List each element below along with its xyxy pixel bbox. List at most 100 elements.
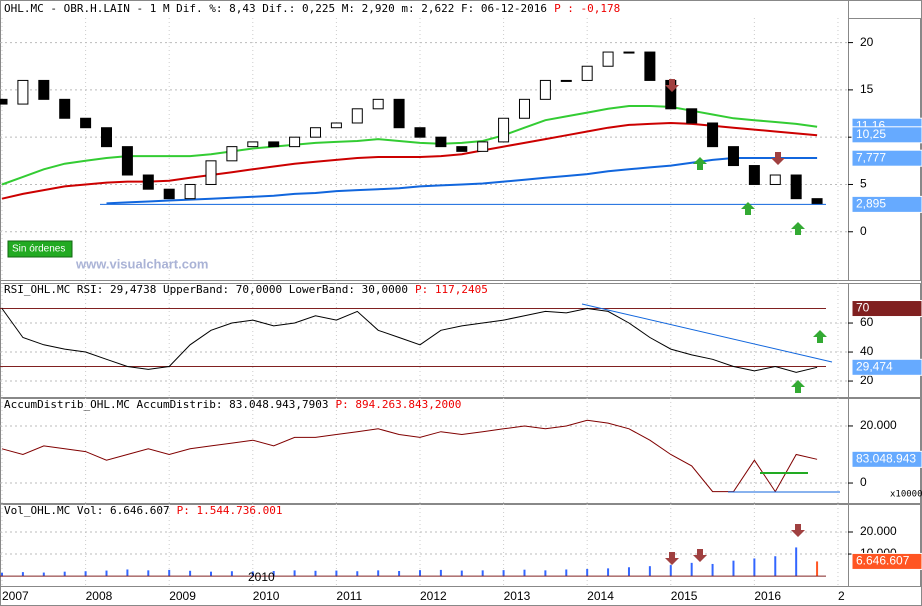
y-tick-label: 40 — [860, 344, 874, 358]
button: Sin órdenes — [7, 240, 73, 258]
candle — [518, 98, 530, 119]
candle — [309, 127, 321, 138]
candle — [289, 136, 301, 148]
multiplier: x10000 — [890, 490, 922, 500]
panel-title: RSI_OHL.MC RSI: 29,4738 UpperBand: 70,00… — [4, 283, 408, 296]
price-box — [851, 358, 922, 376]
candle — [811, 198, 823, 205]
price-label: 7,777 — [856, 150, 886, 164]
price-box — [851, 149, 922, 167]
candle — [581, 65, 593, 81]
price-label: 2,895 — [856, 197, 886, 211]
y-tick-label: 15 — [860, 82, 874, 96]
x-tick-label: 2010 — [253, 589, 280, 603]
candle — [351, 108, 363, 124]
moving-average — [1, 105, 818, 186]
panel-title-p: P: 117,2405 — [415, 283, 488, 296]
y-tick-label: 20 — [860, 373, 874, 387]
candle — [560, 79, 572, 82]
y-tick-label: 20.000 — [860, 418, 897, 432]
arrow-up — [813, 330, 827, 343]
candle — [748, 165, 760, 185]
x-tick-label: 2 — [838, 589, 845, 603]
candle — [163, 188, 175, 200]
candle — [142, 174, 154, 190]
panel — [0, 283, 849, 398]
series-line — [1, 419, 818, 493]
candle — [17, 79, 29, 105]
arrow-up — [693, 157, 707, 170]
x-tick-label: 2014 — [587, 589, 614, 603]
candle — [59, 98, 71, 119]
candle — [247, 141, 259, 148]
candle — [498, 117, 510, 143]
candle — [372, 98, 384, 110]
candle — [686, 108, 698, 124]
y-tick-label: 60 — [860, 315, 874, 329]
y-tick-label: 20.000 — [860, 524, 897, 538]
x-tick-label: 2009 — [169, 589, 196, 603]
panel-title-p: P: 894.263.843,2000 — [336, 398, 462, 411]
candle — [101, 127, 113, 148]
price-box — [851, 552, 922, 570]
moving-average — [1, 121, 818, 200]
candle — [623, 51, 635, 54]
candle — [0, 98, 8, 105]
x-tick-label: 2011 — [336, 589, 362, 603]
candle — [393, 98, 405, 129]
button-bg — [7, 240, 73, 258]
price-box — [851, 126, 922, 144]
candle — [435, 136, 447, 148]
panel-title-p: P : -0,178 — [554, 2, 620, 15]
candle — [121, 146, 133, 176]
x-tick-label: 2016 — [754, 589, 781, 603]
y-tick-label: 20 — [860, 35, 874, 49]
trend-line — [581, 303, 833, 363]
x-tick-label: 2013 — [504, 589, 531, 603]
candle — [226, 146, 238, 162]
arrow-up — [791, 380, 805, 393]
x-tick-label: 2012 — [420, 589, 447, 603]
arrow-down — [771, 152, 785, 165]
candle — [414, 127, 426, 138]
button-label: Sin órdenes — [12, 244, 65, 255]
candle — [268, 141, 280, 148]
panel — [0, 398, 849, 504]
arrow-down — [791, 524, 805, 537]
candle — [184, 183, 196, 200]
arrow-down — [693, 549, 707, 562]
y-tick-label: 0 — [860, 224, 867, 238]
price-box — [851, 195, 922, 213]
candle — [602, 51, 614, 67]
arrow-down — [665, 79, 679, 92]
annotation: 2010 — [248, 570, 275, 584]
candle — [38, 79, 50, 100]
series-line — [1, 307, 818, 373]
candle — [80, 117, 92, 129]
panel-title: Vol_OHL.MC Vol: 6.646.607 — [4, 504, 170, 517]
candle — [707, 122, 719, 148]
panel-title: AccumDistrib_OHL.MC AccumDistrib: 83.048… — [4, 398, 329, 411]
y-tick-label: 5 — [860, 177, 867, 191]
candle — [644, 51, 656, 81]
candle — [330, 122, 342, 129]
axis-panel — [848, 18, 921, 281]
panel-title-p: P: 1.544.736.001 — [177, 504, 283, 517]
candle — [727, 146, 739, 167]
watermark: www.visualchart.com — [75, 256, 208, 271]
candle — [769, 174, 781, 185]
candle — [456, 146, 468, 152]
price-label: 83.048.943 — [856, 452, 916, 466]
candle — [477, 141, 489, 152]
y-tick-label: 0 — [860, 475, 867, 489]
candle — [539, 79, 551, 100]
price-label: 10,25 — [856, 127, 886, 141]
axis-panel — [848, 504, 921, 587]
arrow-up — [791, 222, 805, 235]
x-tick-label: 2008 — [86, 589, 113, 603]
arrow-up — [741, 202, 755, 215]
arrow-down — [665, 552, 679, 565]
price-label: 70 — [856, 301, 870, 315]
price-box — [851, 450, 922, 468]
